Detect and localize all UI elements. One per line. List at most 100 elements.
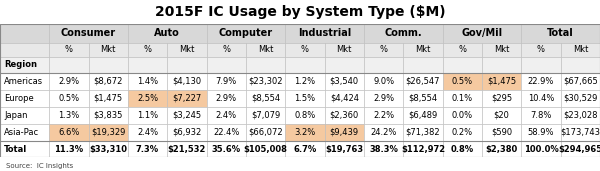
Bar [364, 107, 403, 124]
Bar [325, 141, 364, 157]
Bar [443, 24, 521, 43]
Text: Auto: Auto [154, 28, 180, 38]
Bar [206, 57, 246, 73]
Bar [560, 43, 600, 57]
Text: $3,835: $3,835 [94, 111, 123, 120]
Text: $105,008: $105,008 [244, 145, 287, 154]
Text: 3.2%: 3.2% [295, 128, 316, 137]
Bar [482, 107, 521, 124]
Bar [89, 57, 128, 73]
Bar [246, 124, 285, 141]
Bar [89, 90, 128, 107]
Bar [403, 107, 443, 124]
Bar [443, 73, 482, 90]
Text: 2.9%: 2.9% [58, 77, 79, 86]
Bar [325, 43, 364, 57]
Bar [89, 141, 128, 157]
Text: $294,965: $294,965 [558, 145, 600, 154]
Text: $23,302: $23,302 [248, 77, 283, 86]
Bar [167, 73, 206, 90]
Text: Total: Total [4, 145, 27, 154]
Bar [246, 107, 285, 124]
Text: 7.8%: 7.8% [530, 111, 551, 120]
Bar [325, 107, 364, 124]
Text: 7.3%: 7.3% [136, 145, 159, 154]
Text: $19,763: $19,763 [325, 145, 364, 154]
Text: Asia-Pac: Asia-Pac [4, 128, 39, 137]
Text: $8,672: $8,672 [94, 77, 123, 86]
Bar [246, 90, 285, 107]
Text: 0.8%: 0.8% [295, 111, 316, 120]
Text: Europe: Europe [4, 94, 34, 103]
Bar [325, 73, 364, 90]
Bar [521, 73, 560, 90]
Bar [167, 43, 206, 57]
Bar [482, 124, 521, 141]
Bar [285, 141, 325, 157]
Text: Consumer: Consumer [61, 28, 116, 38]
Text: 2.4%: 2.4% [215, 111, 237, 120]
Text: %: % [222, 45, 230, 54]
Text: 6.6%: 6.6% [58, 128, 80, 137]
Bar [206, 90, 246, 107]
Text: $8,554: $8,554 [251, 94, 280, 103]
Bar [364, 124, 403, 141]
Bar [128, 43, 167, 57]
Bar [49, 90, 89, 107]
Text: 7.9%: 7.9% [215, 77, 237, 86]
Bar [206, 73, 246, 90]
Bar [128, 141, 167, 157]
Bar [128, 57, 167, 73]
Bar [521, 24, 600, 43]
Text: $3,245: $3,245 [172, 111, 202, 120]
Bar [89, 73, 128, 90]
Text: %: % [65, 45, 73, 54]
Bar [443, 90, 482, 107]
Text: $4,130: $4,130 [172, 77, 202, 86]
Text: $173,743: $173,743 [560, 128, 600, 137]
Bar [560, 124, 600, 141]
Bar [0, 43, 49, 57]
Text: Mkt: Mkt [101, 45, 116, 54]
Text: 2.9%: 2.9% [373, 94, 394, 103]
Text: 1.1%: 1.1% [137, 111, 158, 120]
Text: Source:  IC Insights: Source: IC Insights [6, 163, 73, 169]
Bar [167, 124, 206, 141]
Text: 0.2%: 0.2% [452, 128, 473, 137]
Bar [364, 57, 403, 73]
Bar [403, 124, 443, 141]
Text: 35.6%: 35.6% [212, 145, 241, 154]
Bar [167, 107, 206, 124]
Text: Mkt: Mkt [337, 45, 352, 54]
Bar [0, 57, 49, 73]
Bar [89, 43, 128, 57]
Text: $1,475: $1,475 [94, 94, 123, 103]
Bar [49, 107, 89, 124]
Text: $7,227: $7,227 [172, 94, 202, 103]
Text: Americas: Americas [4, 77, 43, 86]
Text: 9.0%: 9.0% [373, 77, 394, 86]
Bar [246, 57, 285, 73]
Bar [167, 57, 206, 73]
Text: Mkt: Mkt [179, 45, 194, 54]
Bar [560, 107, 600, 124]
Text: 0.0%: 0.0% [452, 111, 473, 120]
Text: $26,547: $26,547 [406, 77, 440, 86]
Text: 1.4%: 1.4% [137, 77, 158, 86]
Bar [246, 141, 285, 157]
Bar [206, 141, 246, 157]
Bar [49, 141, 89, 157]
Bar [325, 124, 364, 141]
Bar [285, 57, 325, 73]
Bar [128, 124, 167, 141]
Text: $112,972: $112,972 [401, 145, 445, 154]
Text: 1.2%: 1.2% [295, 77, 316, 86]
Text: $4,424: $4,424 [330, 94, 359, 103]
Bar [89, 124, 128, 141]
Text: 2.9%: 2.9% [215, 94, 237, 103]
Bar [403, 141, 443, 157]
Text: $66,072: $66,072 [248, 128, 283, 137]
Text: 0.5%: 0.5% [452, 77, 473, 86]
Bar [49, 43, 89, 57]
Text: $2,360: $2,360 [329, 111, 359, 120]
